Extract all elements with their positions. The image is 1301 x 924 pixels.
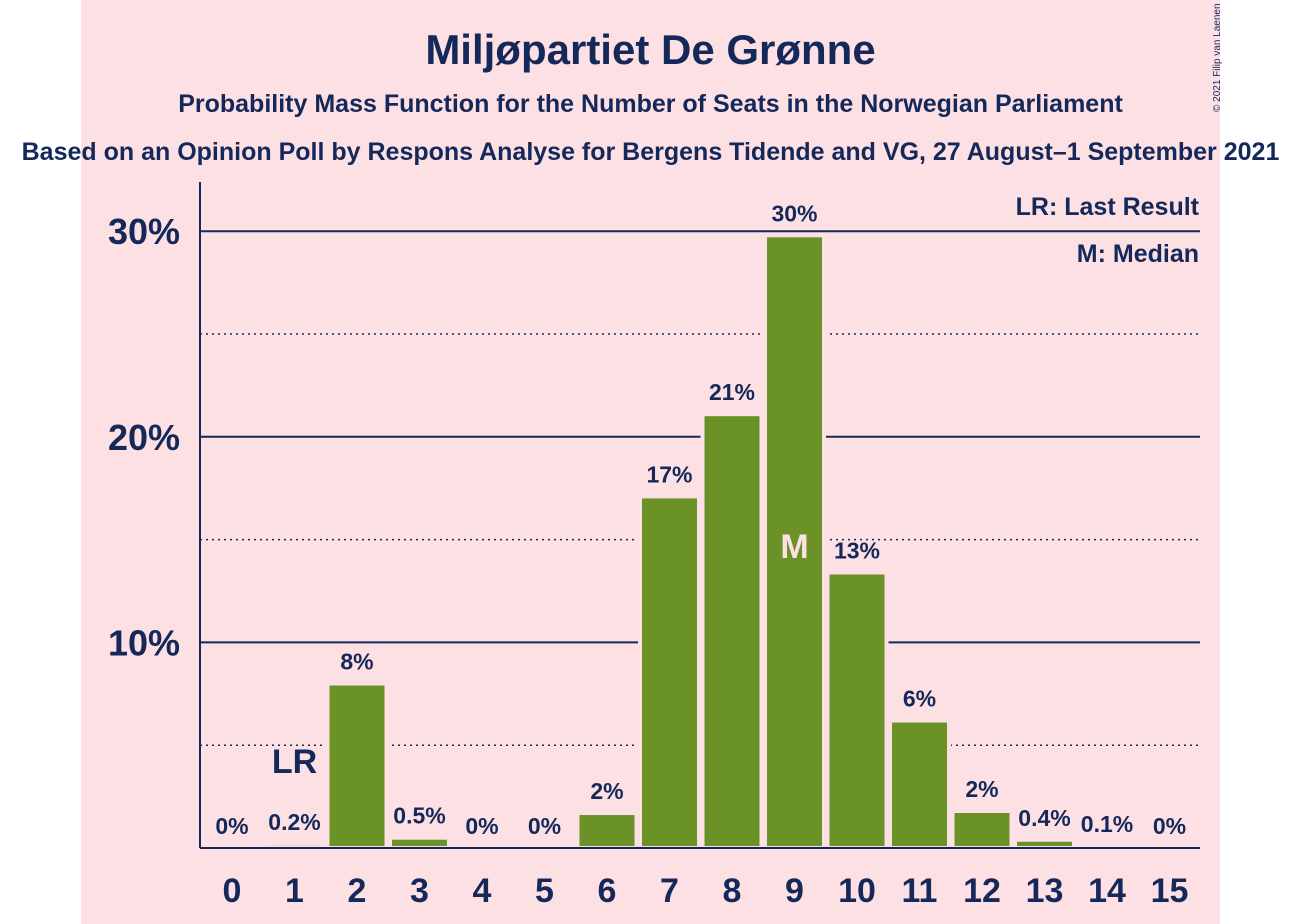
- x-tick-label: 14: [1088, 872, 1126, 910]
- bar-value-label: 21%: [709, 379, 755, 405]
- bar-value-label: 0.2%: [268, 809, 320, 835]
- chart-title: Miljøpartiet De Grønne: [425, 26, 876, 73]
- bar-value-label: 13%: [834, 537, 880, 563]
- x-tick-label: 10: [838, 872, 876, 910]
- x-tick-label: 1: [285, 872, 304, 910]
- x-tick-label: 11: [902, 872, 938, 910]
- x-tick-label: 9: [785, 872, 804, 910]
- bar-value-label: 30%: [771, 200, 817, 226]
- last-result-marker: LR: [272, 743, 317, 781]
- y-tick-label: 30%: [108, 211, 180, 252]
- bar-value-label: 0.4%: [1018, 805, 1070, 831]
- bar-value-label: 8%: [340, 649, 373, 675]
- bar-value-label: 6%: [903, 686, 936, 712]
- x-tick-label: 2: [348, 872, 367, 910]
- x-tick-label: 13: [1026, 872, 1064, 910]
- bar-value-label: 0.5%: [393, 803, 445, 829]
- bar: [575, 811, 639, 850]
- bar: [638, 494, 701, 850]
- bar: [325, 681, 389, 851]
- bar-value-label: 0%: [215, 813, 248, 839]
- chart-source-line: Based on an Opinion Poll by Respons Anal…: [21, 138, 1280, 166]
- x-tick-label: 5: [535, 872, 554, 910]
- median-marker: M: [780, 528, 808, 566]
- bar: [763, 233, 826, 850]
- bar-value-label: 0%: [1153, 813, 1186, 839]
- y-tick-label: 20%: [108, 417, 180, 458]
- bar-value-label: 2%: [965, 776, 998, 802]
- x-tick-label: 15: [1151, 872, 1189, 910]
- x-tick-label: 3: [410, 872, 429, 910]
- x-tick-label: 7: [660, 872, 679, 910]
- legend-median: M: Median: [1076, 240, 1199, 268]
- bar-value-label: 0%: [528, 813, 561, 839]
- x-tick-label: 6: [598, 872, 617, 910]
- x-tick-label: 4: [473, 872, 492, 910]
- chart-subtitle: Probability Mass Function for the Number…: [178, 90, 1123, 118]
- y-tick-label: 10%: [108, 622, 180, 663]
- bar-value-label: 0.1%: [1081, 811, 1133, 837]
- bar: [950, 808, 1014, 851]
- bar: [388, 835, 451, 850]
- bar: [1013, 837, 1076, 851]
- bar-value-label: 0%: [465, 813, 498, 839]
- bar: [700, 412, 764, 850]
- x-tick-label: 0: [223, 872, 242, 910]
- x-tick-label: 12: [963, 872, 1001, 910]
- bar-value-label: 2%: [590, 778, 623, 804]
- legend: LR: Last Result M: Median: [1016, 184, 1199, 278]
- legend-last-result: LR: Last Result: [1015, 193, 1199, 221]
- bar: [825, 570, 889, 850]
- x-tick-label: 8: [723, 872, 742, 910]
- bar-value-label: 17%: [646, 461, 692, 487]
- bar: [888, 718, 951, 851]
